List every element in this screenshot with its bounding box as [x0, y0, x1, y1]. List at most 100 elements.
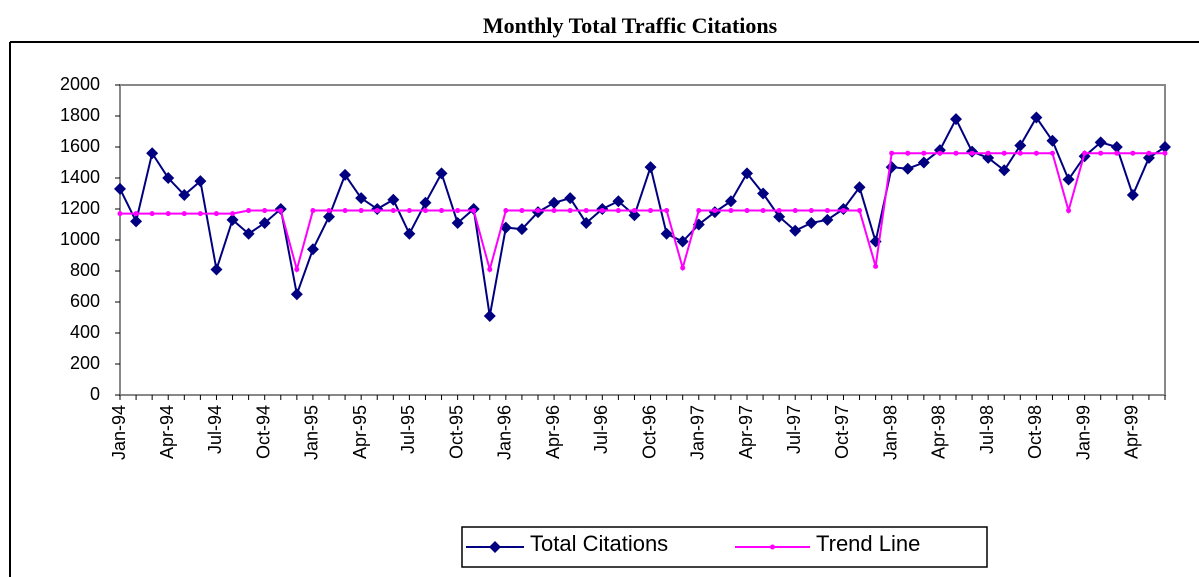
marker	[230, 211, 236, 217]
marker	[889, 150, 895, 156]
y-tick-label: 800	[70, 260, 100, 280]
marker	[599, 208, 605, 214]
marker	[1066, 208, 1072, 214]
legend-label: Total Citations	[530, 531, 668, 556]
marker	[1159, 141, 1171, 153]
marker	[905, 150, 911, 156]
marker	[1114, 150, 1120, 156]
x-tick-label: Apr-98	[929, 405, 949, 459]
x-tick-label: Oct-97	[832, 405, 852, 459]
marker	[1142, 151, 1155, 164]
marker	[213, 211, 219, 217]
marker	[226, 213, 239, 226]
chart-title: Monthly Total Traffic Citations	[483, 13, 778, 38]
y-tick-label: 600	[70, 291, 100, 311]
marker	[210, 263, 223, 276]
y-tick-label: 1600	[60, 136, 100, 156]
y-tick-label: 1800	[60, 105, 100, 125]
y-tick-label: 1000	[60, 229, 100, 249]
x-tick-label: Oct-98	[1025, 405, 1045, 459]
marker	[917, 156, 930, 169]
marker	[885, 161, 898, 174]
marker	[660, 227, 673, 240]
marker	[1126, 189, 1139, 202]
marker	[149, 211, 155, 217]
marker	[258, 216, 271, 229]
marker	[358, 208, 364, 214]
marker	[548, 196, 561, 209]
marker	[696, 208, 702, 214]
marker	[487, 266, 493, 272]
marker	[406, 208, 412, 214]
marker	[789, 224, 802, 237]
x-tick-label: Jul-94	[205, 405, 225, 454]
marker	[451, 216, 464, 229]
marker	[455, 208, 461, 214]
marker	[1146, 150, 1152, 156]
marker	[808, 208, 814, 214]
y-tick-label: 1200	[60, 198, 100, 218]
marker	[1030, 111, 1043, 124]
marker	[580, 216, 593, 229]
marker	[741, 167, 753, 180]
marker	[873, 263, 879, 269]
marker	[628, 209, 641, 222]
marker	[760, 208, 766, 214]
x-tick-label: Jan-94	[109, 405, 129, 460]
y-tick-label: 1400	[60, 167, 100, 187]
x-tick-label: Jan-98	[880, 405, 900, 460]
marker	[950, 113, 962, 126]
marker	[648, 208, 654, 214]
marker	[1098, 150, 1104, 156]
marker	[1094, 136, 1107, 149]
marker	[387, 193, 400, 206]
marker	[1033, 150, 1039, 156]
marker	[535, 208, 541, 214]
marker	[664, 208, 670, 214]
marker	[339, 168, 352, 181]
legend	[461, 526, 988, 568]
marker	[1049, 150, 1055, 156]
plot-area	[119, 84, 1166, 396]
x-tick-label: Apr-99	[1122, 405, 1142, 459]
marker	[901, 162, 914, 175]
x-tick-label: Jul-95	[398, 405, 418, 454]
y-tick-label: 0	[90, 384, 100, 404]
marker	[1046, 134, 1059, 147]
marker	[246, 208, 252, 214]
marker	[435, 167, 448, 180]
marker	[419, 196, 432, 209]
marker	[1014, 139, 1027, 152]
series-line	[119, 115, 1166, 317]
y-tick-label: 400	[70, 322, 100, 342]
marker	[1082, 150, 1088, 156]
marker	[114, 182, 126, 195]
x-tick-label: Apr-96	[543, 405, 563, 459]
marker	[712, 208, 718, 214]
marker	[310, 208, 316, 214]
marker	[792, 208, 798, 214]
marker	[821, 213, 834, 226]
marker	[770, 544, 775, 550]
x-tick-label: Oct-96	[639, 405, 659, 459]
x-tick-label: Apr-95	[350, 405, 370, 459]
marker	[773, 210, 786, 223]
marker	[197, 211, 203, 217]
legend-label: Trend Line	[816, 531, 920, 556]
marker	[326, 208, 332, 214]
marker	[1062, 173, 1075, 186]
series-line	[120, 152, 1165, 274]
marker	[853, 181, 866, 194]
marker	[294, 266, 300, 272]
marker	[840, 208, 846, 214]
marker	[390, 208, 396, 214]
x-tick-label: Jan-96	[495, 405, 515, 460]
marker	[515, 223, 528, 236]
marker	[519, 208, 525, 214]
marker	[374, 208, 380, 214]
marker	[551, 208, 557, 214]
marker	[117, 211, 123, 217]
marker	[744, 208, 750, 214]
